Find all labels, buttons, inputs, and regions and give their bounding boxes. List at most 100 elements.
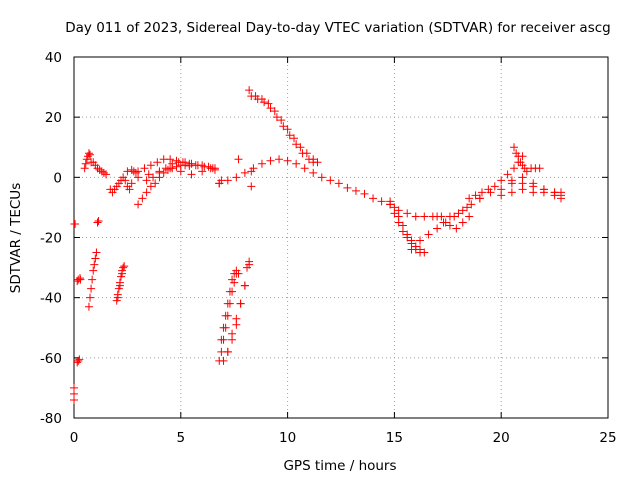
data-point [490, 182, 499, 191]
data-point [247, 92, 256, 101]
data-point [80, 164, 89, 173]
series-rise-back [407, 194, 484, 254]
data-point [200, 162, 209, 171]
series-band-2 [106, 173, 130, 197]
series-ridge-1 [215, 155, 395, 209]
data-point [151, 179, 160, 188]
data-point [81, 159, 90, 168]
data-point [236, 299, 245, 308]
data-point [465, 212, 474, 221]
data-point [424, 230, 433, 239]
data-points [70, 86, 566, 404]
x-tick-label: 25 [599, 430, 616, 446]
chart-title: Day 011 of 2023, Sidereal Day-to-day VTE… [65, 20, 610, 36]
data-point [497, 176, 506, 185]
data-point [507, 176, 516, 185]
x-tick-label: 5 [177, 430, 186, 446]
data-point [279, 122, 288, 131]
data-point [75, 355, 84, 364]
data-point [234, 155, 243, 164]
data-point [439, 218, 448, 227]
data-point [142, 176, 151, 185]
data-point [292, 159, 301, 168]
data-point [228, 275, 237, 284]
data-point [217, 335, 226, 344]
data-point [539, 188, 548, 197]
data-point [119, 263, 128, 272]
data-point [166, 155, 175, 164]
series-pair-small [215, 176, 226, 188]
data-point [92, 248, 101, 257]
data-point [317, 173, 326, 182]
data-point [144, 170, 153, 179]
data-point [247, 182, 256, 191]
data-point [471, 191, 480, 200]
data-point [285, 131, 294, 140]
data-point [351, 186, 360, 195]
series-dip-2 [386, 200, 425, 257]
data-point [153, 158, 162, 167]
data-point [394, 218, 403, 227]
data-point [99, 168, 108, 177]
data-point [127, 165, 136, 174]
data-point [264, 99, 273, 108]
data-point [518, 185, 527, 194]
data-point [416, 236, 425, 245]
data-point [463, 203, 472, 212]
data-point [70, 383, 78, 392]
data-point [510, 143, 519, 152]
x-tick-label: 10 [279, 430, 296, 446]
data-point [176, 167, 185, 176]
series-hump-b [142, 158, 219, 185]
data-point [123, 167, 132, 176]
data-point [168, 159, 177, 168]
data-point [386, 200, 395, 209]
data-point [507, 188, 516, 197]
data-point [84, 302, 93, 311]
data-point [198, 167, 207, 176]
data-point [97, 167, 106, 176]
data-point [257, 159, 266, 168]
data-point [369, 194, 378, 203]
data-point [514, 152, 523, 161]
data-point [223, 299, 232, 308]
data-point [142, 188, 151, 197]
data-point [298, 149, 307, 158]
y-tick-label: -80 [40, 411, 62, 427]
data-point [240, 168, 249, 177]
data-point [140, 164, 149, 173]
y-tick-label: 0 [53, 170, 62, 186]
series-drop-1 [84, 248, 101, 311]
data-point [266, 104, 275, 113]
data-point [260, 98, 269, 107]
data-point [102, 170, 111, 179]
data-point [309, 158, 318, 167]
data-point [420, 212, 429, 221]
x-tick-label: 15 [386, 430, 403, 446]
grid [74, 57, 608, 418]
data-point [557, 188, 566, 197]
data-point [403, 209, 412, 218]
data-point [88, 275, 97, 284]
data-point [90, 260, 99, 269]
data-point [510, 164, 519, 173]
data-point [416, 248, 425, 257]
data-point [283, 125, 292, 134]
y-tick-label: -20 [40, 231, 62, 247]
data-point [475, 194, 484, 203]
data-point [454, 209, 463, 218]
data-point [477, 188, 486, 197]
data-point [71, 219, 80, 228]
data-point [458, 206, 467, 215]
data-point [146, 161, 155, 170]
data-point [181, 158, 190, 167]
data-point [120, 262, 129, 271]
data-point [76, 275, 85, 284]
axes: 0 5 10 15 20 25 -80 -60 -40 -20 0 20 40 [40, 50, 617, 446]
data-point [215, 179, 224, 188]
data-point [228, 329, 237, 338]
data-point [234, 269, 243, 278]
data-point [411, 212, 420, 221]
data-point [89, 266, 98, 275]
data-point [398, 227, 407, 236]
